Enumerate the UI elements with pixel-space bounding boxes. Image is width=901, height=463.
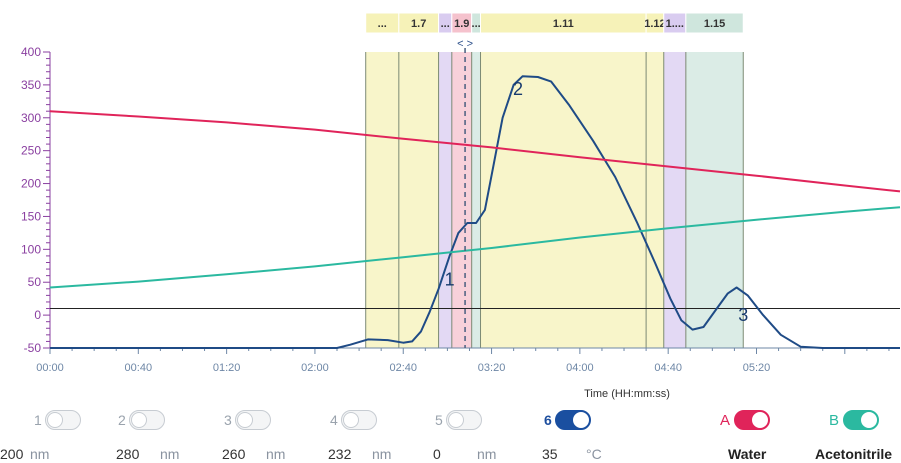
- fraction-label: 1.9: [454, 18, 469, 30]
- fraction-band: [471, 52, 481, 348]
- x-tick-label: 03:20: [478, 362, 506, 374]
- cursor-nav-arrows[interactable]: < >: [457, 38, 473, 50]
- fraction-label: 1.7: [411, 18, 426, 30]
- y-tick-label: 200: [21, 177, 41, 191]
- x-tick-label: 02:40: [389, 362, 417, 374]
- fraction-band: [365, 52, 399, 348]
- channel-unit: nm: [30, 446, 50, 462]
- fraction-label: ...: [378, 18, 387, 30]
- fraction-band: [398, 52, 439, 348]
- channel-3-toggle[interactable]: [235, 410, 271, 430]
- chromatogram-chart: ... 1.7... 1.9... 1.11 1.12 1.... 1.15 -500501…: [21, 12, 901, 400]
- channel-2-toggle[interactable]: [129, 410, 165, 430]
- channel-value: 280: [116, 446, 140, 462]
- fraction-band: [438, 52, 452, 348]
- channel-unit: nm: [477, 446, 497, 462]
- x-tick-label: 02:00: [301, 362, 329, 374]
- x-tick-label: 01:20: [213, 362, 241, 374]
- y-tick-label: 300: [21, 111, 41, 125]
- channel-unit: nm: [266, 446, 286, 462]
- channel-4-toggle[interactable]: [341, 410, 377, 430]
- y-tick-label: 50: [28, 275, 42, 289]
- solvent-A-toggle[interactable]: [734, 410, 770, 430]
- channel-number: 2: [118, 412, 126, 428]
- channel-number: 5: [435, 412, 443, 428]
- fraction-band: [663, 52, 686, 348]
- y-tick-label: 350: [21, 78, 41, 92]
- channel-number: 4: [330, 412, 338, 428]
- x-tick-label: 04:00: [566, 362, 594, 374]
- y-tick-label: 0: [34, 308, 41, 322]
- toggle-knob: [131, 412, 147, 428]
- channel-value: 0: [433, 446, 441, 462]
- solvent-name: Acetonitrile: [815, 446, 893, 462]
- fraction-chip[interactable]: [685, 12, 744, 34]
- channel-unit: °C: [586, 446, 602, 462]
- channel-1-toggle[interactable]: [45, 410, 81, 430]
- fraction-band: [646, 52, 664, 348]
- detector-controls: 1 200 nm 2 280 nm 3 260 nm 4 232 nm 5 0 nm 6 35 °C A Water B…: [0, 400, 901, 463]
- x-axis-title: Time (HH:mm:ss): [584, 388, 670, 400]
- fraction-band: [451, 52, 472, 348]
- fraction-label: 1.12: [644, 18, 665, 30]
- fraction-label: 1....: [666, 18, 684, 30]
- fraction-label: ...: [472, 18, 481, 30]
- solvent-letter: A: [720, 412, 731, 429]
- solvent-letter: B: [829, 412, 840, 429]
- solvent-B-toggle[interactable]: [843, 410, 879, 430]
- channel-value: 35: [542, 446, 558, 462]
- channel-value: 200: [0, 446, 24, 462]
- y-tick-label: 150: [21, 209, 41, 223]
- x-tick-label: 04:40: [654, 362, 682, 374]
- fraction-label: 1.15: [704, 18, 725, 30]
- x-tick-label: 05:20: [743, 362, 771, 374]
- channel-unit: nm: [372, 446, 392, 462]
- peak-label: 2: [513, 79, 523, 99]
- water-line: [49, 110, 901, 193]
- toggle-knob: [343, 412, 359, 428]
- x-tick-label: 00:40: [125, 362, 153, 374]
- fraction-label: 1.11: [553, 18, 574, 30]
- peak-label: 1: [445, 270, 455, 290]
- acetonitrile-line: [49, 206, 901, 289]
- toggle-knob: [448, 412, 464, 428]
- toggle-knob: [752, 412, 768, 428]
- y-tick-label: 250: [21, 144, 41, 158]
- fraction-band: [685, 52, 744, 348]
- absorbance-line: [50, 75, 900, 349]
- channel-value: 232: [328, 446, 352, 462]
- x-tick-label: 00:00: [36, 362, 64, 374]
- channel-number: 6: [544, 412, 552, 428]
- channel-number: 1: [34, 412, 42, 428]
- peak-label: 3: [738, 305, 748, 325]
- fraction-label: ...: [441, 18, 450, 30]
- channel-5-toggle[interactable]: [446, 410, 482, 430]
- y-tick-label: -50: [24, 341, 42, 355]
- channel-6-toggle[interactable]: [555, 410, 591, 430]
- toggle-knob: [573, 412, 589, 428]
- channel-unit: nm: [160, 446, 180, 462]
- solvent-name: Water: [728, 446, 767, 462]
- toggle-knob: [861, 412, 877, 428]
- toggle-knob: [237, 412, 253, 428]
- y-tick-label: 400: [21, 45, 41, 59]
- channel-number: 3: [224, 412, 232, 428]
- channel-value: 260: [222, 446, 246, 462]
- toggle-knob: [47, 412, 63, 428]
- y-tick-label: 100: [21, 242, 41, 256]
